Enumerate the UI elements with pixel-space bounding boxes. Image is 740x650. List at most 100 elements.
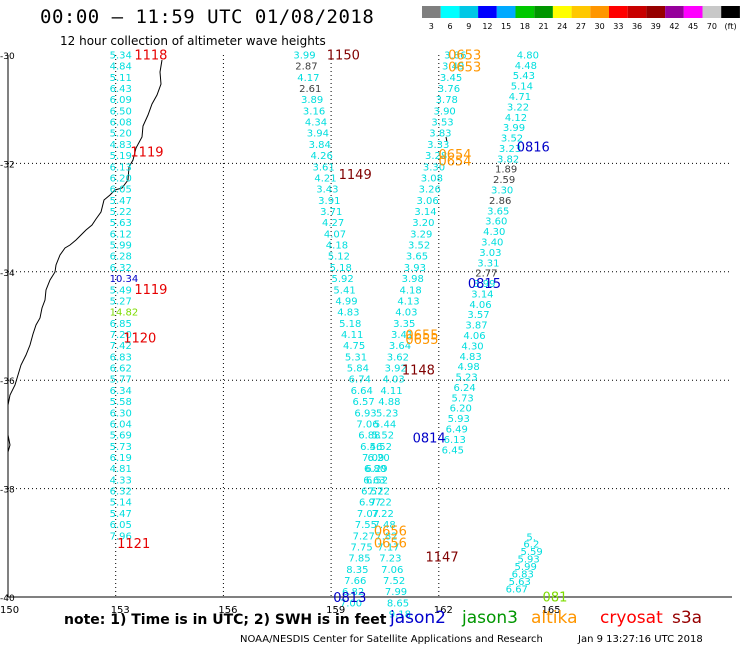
jason-west-track-value: 4.13 (397, 296, 419, 307)
cryosat-track-value: 6.85 (110, 319, 132, 330)
cryosat-track-value: 5.27 (110, 296, 132, 307)
legend-swatch (683, 6, 703, 18)
axis-tick-labels: 150 153 156 159 162 165 -30 -32 -34 -36 -38 -40 (0, 52, 561, 616)
cryosat-track-value: 7.42 (110, 341, 132, 352)
cryosat-track-value: 6.62 (110, 364, 132, 375)
s3a-track-value: 7.82 (375, 531, 397, 542)
legend-swatch (440, 6, 460, 18)
jason-west-track-value: 3.86 (444, 50, 466, 61)
s3a-track-value: 6.64 (351, 386, 373, 397)
jason-west-track-value: 3.53 (431, 118, 453, 129)
jason-west-track-value: 3.83 (429, 129, 451, 140)
jason-west-track-value: 6.63 (363, 475, 385, 486)
jason-east-track-value: 3.57 (467, 310, 489, 321)
s3a-track-value: 4.11 (341, 330, 363, 341)
s3a-track-value: 2.61 (299, 84, 321, 95)
pass-time-label: 0653 (448, 60, 481, 75)
s3a-track-value: 7.48 (373, 520, 395, 531)
page-title: 00:00 – 11:59 UTC 01/08/2018 (40, 6, 375, 28)
s3a-track-value: 7.17 (377, 542, 399, 553)
x-tick-label: 153 (111, 605, 130, 616)
cryosat-track-value: 5.19 (110, 151, 132, 162)
legend-level: 21 (538, 22, 548, 31)
legend-level: (ft) (725, 22, 737, 31)
s3a-track-value: 5.84 (347, 364, 369, 375)
pass-time-label: 081 (543, 590, 568, 605)
jason-west-track-value: 8.35 (346, 565, 368, 576)
legend-level: 24 (557, 22, 567, 31)
s3a-track-value: 5.31 (345, 352, 367, 363)
legend-jason2: jason2 (390, 608, 446, 628)
pass-time-label: 0814 (413, 432, 446, 447)
legend-altika: altika (531, 608, 578, 628)
jason-west-track-value: 6.97 (359, 498, 381, 509)
altimeter-tracks: 5.344.845.116.436.096.506.085.204.835.19… (110, 50, 543, 620)
cryosat-track-value: 5.47 (110, 509, 132, 520)
jason-west-track-value: 3.93 (404, 263, 426, 274)
cryosat-track-value: 6.08 (110, 118, 132, 129)
jason-west-track-value: 3.90 (434, 106, 456, 117)
island-mark (445, 136, 448, 143)
jason-east-track-value: 2.86 (489, 196, 511, 207)
legend-swatch (571, 6, 591, 18)
legend-level: 3 (429, 22, 434, 31)
cryosat-track-value: 5.73 (110, 442, 132, 453)
jason-west-track-value: 3.30 (423, 162, 445, 173)
cryosat-track-value: 6.34 (110, 386, 132, 397)
s3a-track-value: 6.46 (360, 442, 382, 453)
cryosat-track-value: 4.33 (110, 475, 132, 486)
jason-west-track-value: 5.23 (376, 408, 398, 419)
s3a-track-value: 4.83 (337, 308, 359, 319)
pass-time-label: 0816 (517, 141, 550, 156)
pass-time-label: 0813 (333, 591, 366, 606)
cryosat-track-value: 4.83 (110, 140, 132, 151)
jason-east-track-value: 3.23 (499, 144, 521, 155)
jason-west-track-value: 3.26 (419, 185, 441, 196)
jason-west-track-value: 3.35 (393, 319, 415, 330)
jason-west-track-value: 3.41 (391, 330, 413, 341)
jason-east-track-value: 3.65 (487, 206, 509, 217)
s3a-track-value: 3.61 (312, 162, 334, 173)
s3a-track-value: 2.87 (295, 62, 317, 73)
s3a-track-value: 7.23 (379, 554, 401, 565)
jason-east-track-value: 4.83 (459, 352, 481, 363)
cryosat-track-value: 6.05 (110, 185, 132, 196)
cryosat-track-value: 5.99 (110, 241, 132, 252)
cryosat-track-value: 14.82 (110, 308, 139, 319)
jason-west-track-value: 3.49 (442, 62, 464, 73)
s3a-track-value: 5.12 (328, 252, 350, 263)
jason-east-track-value: 6.13 (444, 435, 466, 446)
generation-timestamp: Jan 9 13:27:16 UTC 2018 (578, 634, 703, 645)
se-track-value: 5.59 (520, 547, 542, 558)
jason-east-track-value: 4.30 (483, 227, 505, 238)
pass-time-label: 1150 (327, 48, 360, 63)
jason-east-track-value: 4.48 (515, 61, 537, 72)
jason-west-track-value: 7.07 (357, 509, 379, 520)
jason-west-track-value: 4.88 (378, 397, 400, 408)
cryosat-track-value: 5.49 (110, 285, 132, 296)
cryosat-track-value: 6.20 (110, 173, 132, 184)
s3a-track-value: 7.06 (356, 419, 378, 430)
cryosat-track-value: 4.81 (110, 464, 132, 475)
s3a-track-value: 3.91 (318, 196, 340, 207)
legend-level: 27 (576, 22, 586, 31)
jason-west-track-value: 6.20 (368, 453, 390, 464)
legend-level: 12 (482, 22, 492, 31)
s3a-track-value: 4.99 (335, 296, 357, 307)
jason-east-track-value: 1.89 (495, 165, 517, 176)
jason-west-track-value: 3.65 (406, 252, 428, 263)
cryosat-track-value: 5.63 (110, 218, 132, 229)
cryosat-track-value: 5.20 (110, 129, 132, 140)
jason-west-track-value: 3.76 (438, 84, 460, 95)
s3a-track-value: 5.18 (339, 319, 361, 330)
jason-west-track-value: 7.85 (348, 554, 370, 565)
s3a-track-value: 7.22 (370, 498, 392, 509)
jason-west-track-value: 5.52 (370, 442, 392, 453)
cryosat-track-value: 5.69 (110, 431, 132, 442)
y-tick-label: -32 (0, 160, 15, 170)
jason-east-track-value: 3.99 (473, 279, 495, 290)
jason-west-track-value: 3.14 (414, 207, 436, 218)
jason-west-track-value: 3.06 (417, 196, 439, 207)
jason-west-track-value: 3.92 (385, 364, 407, 375)
cryosat-track-value: 5.11 (110, 73, 132, 84)
